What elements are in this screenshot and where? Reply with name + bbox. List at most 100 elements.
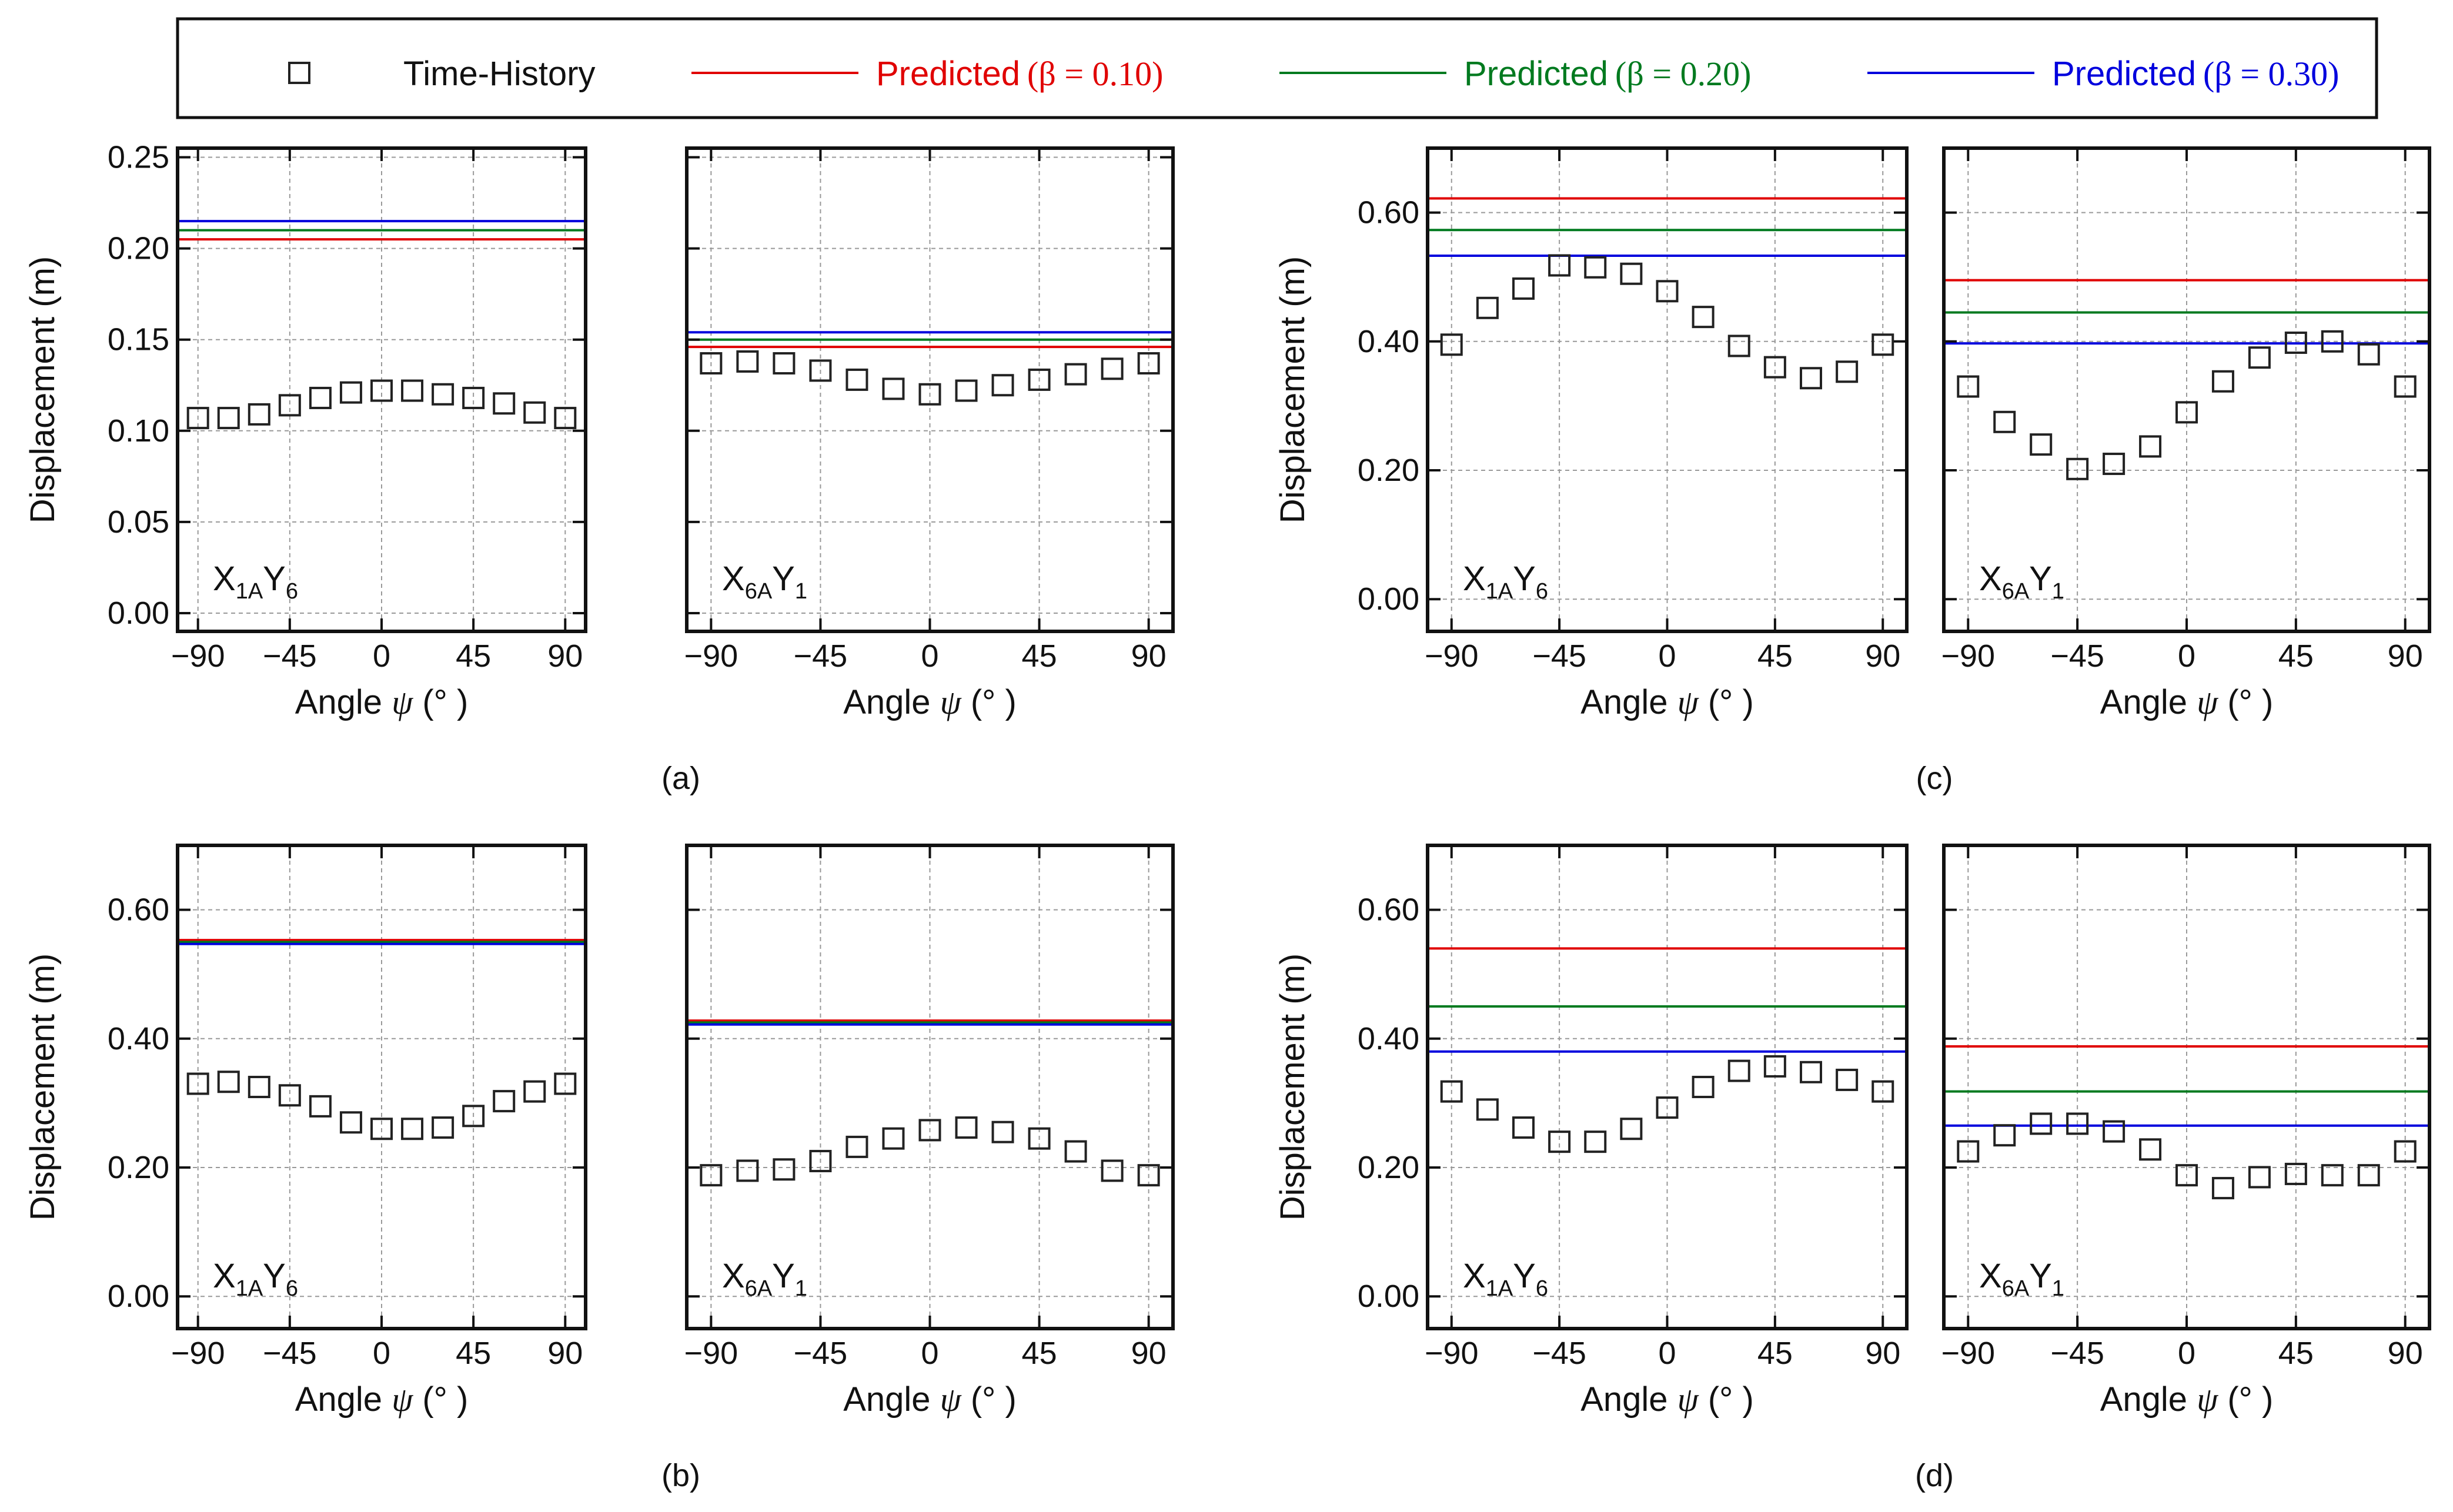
x-axis-label-prefix: Angle xyxy=(843,1380,940,1419)
x-axis-label-symbol: ψ xyxy=(1677,1380,1699,1419)
legend-label-beta-010: Predicted (β = 0.10) xyxy=(876,55,1163,93)
subplot-label: X6AY1 xyxy=(722,560,807,604)
subplot-label: X1AY6 xyxy=(213,560,298,604)
legend-label-beta-030: Predicted (β = 0.30) xyxy=(2052,55,2339,93)
time-history-point-10 xyxy=(1064,363,1087,386)
y-tick-label-1: 0.20 xyxy=(108,1150,169,1185)
x-tick-label-0: −90 xyxy=(1425,638,1479,674)
time-history-point-11 xyxy=(523,401,546,424)
time-history-point-11 xyxy=(1836,1068,1859,1091)
x-axis-label-symbol: ψ xyxy=(392,1380,413,1419)
time-history-point-7 xyxy=(2211,370,2234,393)
legend-predicted-word-1: Predicted xyxy=(876,55,1020,93)
panel-label-a: (a) xyxy=(661,761,700,796)
x-tick-label-4: 90 xyxy=(2388,638,2423,674)
legend-time-history-label: Time-History xyxy=(403,55,596,93)
time-history-point-3 xyxy=(809,359,832,382)
subplot-label-x: X xyxy=(213,560,236,598)
time-history-point-11 xyxy=(1101,1159,1124,1182)
x-axis-label: Angle ψ (° ) xyxy=(843,1380,1017,1419)
x-tick-label-3: 45 xyxy=(1022,1336,1057,1371)
x-axis-label-symbol: ψ xyxy=(1677,683,1699,721)
x-axis-label: Angle ψ (° ) xyxy=(843,683,1017,721)
time-history-point-7 xyxy=(401,1118,424,1140)
subplot-label-x-sub: 6A xyxy=(2002,579,2030,604)
subplot-label-x-sub: 1A xyxy=(236,579,263,604)
time-history-point-9 xyxy=(1028,368,1051,391)
time-history-point-9 xyxy=(1028,1127,1051,1150)
subplot-c-x1ay6: −90 −45 0 45 90 0.00 0.20 0.40 0.60 Angle ψ (° ) D… xyxy=(1274,146,1909,721)
subplot-label-x: X xyxy=(1979,560,2002,598)
x-tick-label-2: 0 xyxy=(373,1336,390,1371)
x-axis-label: Angle ψ (° ) xyxy=(1580,1380,1754,1419)
x-tick-label-1: −45 xyxy=(1532,638,1586,674)
y-tick-label-3: 0.60 xyxy=(108,892,169,928)
subplot-label-y: Y xyxy=(772,560,795,598)
legend-beta-010-value: (β = 0.10) xyxy=(1027,55,1163,93)
time-history-point-1 xyxy=(1993,1124,2016,1147)
time-history-point-2 xyxy=(2030,1112,2053,1135)
time-history-point-10 xyxy=(2321,330,2344,353)
time-history-point-8 xyxy=(2248,1166,2271,1189)
time-history-point-12 xyxy=(1137,1164,1160,1187)
subplot-label-y: Y xyxy=(263,1257,286,1295)
time-history-point-10 xyxy=(1064,1140,1087,1163)
legend: Time-History Predicted (β = 0.10) Predict… xyxy=(176,17,2378,119)
time-history-point-3 xyxy=(278,394,301,417)
y-tick-label-0: 0.00 xyxy=(1358,1279,1419,1314)
time-history-point-11 xyxy=(2357,1164,2380,1187)
x-tick-label-4: 90 xyxy=(1131,1336,1167,1371)
time-history-point-8 xyxy=(991,374,1014,397)
y-axis-label: Displacement (m) xyxy=(24,256,62,523)
x-tick-label-2: 0 xyxy=(1658,638,1676,674)
x-axis-label-symbol: ψ xyxy=(2197,683,2218,721)
subplot-label: X1AY6 xyxy=(1463,560,1548,604)
x-axis-label-suffix: (° ) xyxy=(961,683,1017,721)
time-history-point-1 xyxy=(1476,1098,1499,1121)
x-tick-label-0: −90 xyxy=(171,638,225,674)
time-history-point-11 xyxy=(2357,343,2380,366)
subplot-label-y: Y xyxy=(263,560,286,598)
x-axis-label-prefix: Angle xyxy=(1580,683,1677,721)
time-history-point-12 xyxy=(2394,375,2417,398)
time-history-point-4 xyxy=(309,1095,332,1118)
time-history-point-2 xyxy=(248,1076,270,1098)
subplot-label-x-sub: 6A xyxy=(2002,1276,2030,1301)
time-history-point-12 xyxy=(554,407,577,430)
x-axis-label-symbol: ψ xyxy=(940,1380,962,1419)
time-history-point-4 xyxy=(845,1135,868,1158)
time-history-point-2 xyxy=(2030,433,2053,456)
x-tick-label-0: −90 xyxy=(684,1336,738,1371)
x-tick-label-3: 45 xyxy=(2278,638,2314,674)
x-axis-label-suffix: (° ) xyxy=(1699,683,1754,721)
time-history-point-3 xyxy=(2066,1112,2089,1135)
y-tick-label-2: 0.40 xyxy=(1358,1021,1419,1056)
subplot-label-x-sub: 1A xyxy=(236,1276,263,1301)
time-history-point-3 xyxy=(2066,457,2089,480)
time-history-point-10 xyxy=(493,392,516,415)
subplot-label-y-sub: 1 xyxy=(2052,1276,2064,1301)
time-history-point-6 xyxy=(2175,1164,2198,1187)
time-history-point-10 xyxy=(1800,1061,1822,1083)
x-tick-label-2: 0 xyxy=(921,1336,938,1371)
time-history-point-10 xyxy=(1800,367,1822,390)
time-history-point-4 xyxy=(2103,453,2126,476)
x-tick-label-1: −45 xyxy=(263,638,317,674)
x-tick-label-0: −90 xyxy=(1425,1336,1479,1371)
time-history-point-5 xyxy=(339,1111,362,1134)
subplot-label-x-sub: 6A xyxy=(745,579,773,604)
time-history-point-9 xyxy=(1763,1055,1786,1078)
subplot-c-x6ay1: −90 −45 0 45 90 Angle ψ (° ) X6AY1 xyxy=(1941,146,2431,721)
x-tick-label-3: 45 xyxy=(2278,1336,2314,1371)
time-history-point-2 xyxy=(773,1158,796,1181)
time-history-point-0 xyxy=(1440,1080,1463,1103)
x-axis-label-suffix: (° ) xyxy=(413,683,468,721)
y-tick-label-1: 0.20 xyxy=(1358,453,1419,488)
y-axis-label: Displacement (m) xyxy=(1274,954,1312,1220)
x-axis-label-prefix: Angle xyxy=(295,683,392,721)
time-history-point-7 xyxy=(1692,306,1715,329)
x-axis-label: Angle ψ (° ) xyxy=(2100,683,2274,721)
time-history-point-2 xyxy=(1512,277,1535,300)
subplot-label-y-sub: 1 xyxy=(795,579,807,604)
time-history-point-6 xyxy=(2175,401,2198,424)
